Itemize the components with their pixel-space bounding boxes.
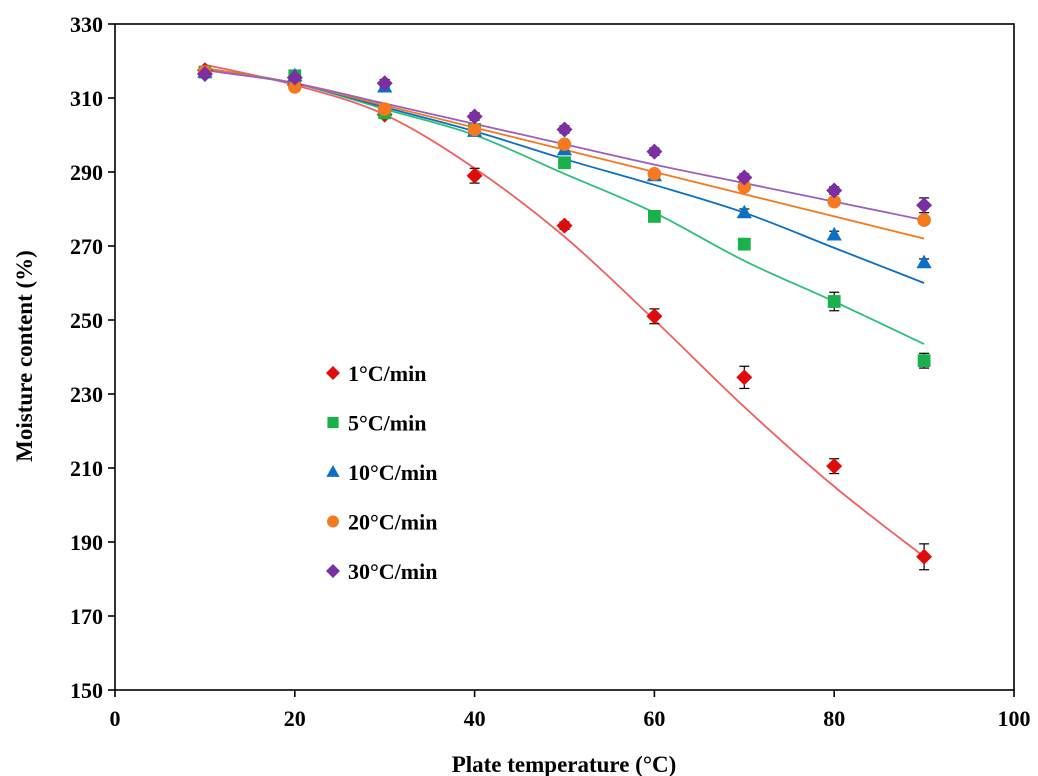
x-tick-label: 20 (284, 706, 306, 731)
data-points (196, 62, 933, 565)
series-5-point (466, 108, 483, 125)
series-5-point (376, 75, 393, 92)
series-1-point (736, 369, 753, 386)
y-tick-label: 270 (70, 234, 103, 259)
x-tick-label: 60 (643, 706, 665, 731)
series-1-point (556, 217, 573, 234)
series-5-point (916, 197, 933, 214)
series-2-fit-line (204, 67, 925, 345)
series-4-point (377, 102, 392, 116)
y-tick-label: 150 (70, 678, 103, 703)
y-tick-label: 210 (70, 456, 103, 481)
legend-label-2: 5°C/min (348, 411, 426, 436)
legend-marker-4 (327, 515, 339, 528)
legend-label-5: 30°C/min (348, 559, 437, 584)
y-tick-label: 330 (70, 12, 103, 37)
x-tick-label: 100 (998, 706, 1031, 731)
series-1-fit-line (204, 63, 925, 558)
legend-marker-5 (326, 564, 340, 578)
series-5-point (646, 143, 663, 160)
series-2-point (737, 237, 751, 251)
series-4-point (467, 122, 482, 137)
series-3-point (826, 226, 842, 241)
series-3-point (916, 254, 932, 269)
y-tick-label: 190 (70, 530, 103, 555)
x-tick-label: 80 (823, 706, 845, 731)
legend-label-4: 20°C/min (348, 510, 437, 535)
legend-marker-3 (326, 465, 340, 477)
series-5-point (826, 182, 843, 199)
y-tick-label: 250 (70, 308, 103, 333)
series-5-point (556, 121, 573, 138)
series-2-point (827, 295, 841, 308)
axes (108, 23, 1015, 697)
tick-labels: 0 20 40 60 80 100 150 170 190 210 230 250 270 290 310 3… (70, 12, 1031, 731)
series-1-point (646, 308, 663, 325)
series-1-point (826, 458, 843, 475)
legend-label-1: 1°C/min (348, 361, 426, 386)
series-4-point (737, 180, 752, 194)
series-5-point (736, 169, 753, 186)
y-tick-label: 170 (70, 604, 103, 629)
series-4-point (288, 80, 302, 94)
y-tick-label: 230 (70, 382, 103, 407)
series-5-point (286, 69, 303, 86)
series-2-point (648, 210, 661, 223)
x-axis-label: Plate temperature (°C) (452, 752, 677, 776)
y-axis-label: Moisture content (%) (12, 250, 37, 462)
y-tick-label: 290 (70, 160, 103, 185)
series-1-point (916, 548, 933, 565)
x-tick-label: 0 (110, 706, 121, 731)
legend-marker-1 (326, 366, 340, 380)
plot-area-frame (114, 23, 1015, 691)
series-4-point (647, 167, 662, 181)
series-4-point (917, 213, 931, 227)
legend: 1°C/min 5°C/min 10°C/min 20°C/min 30°C/min (326, 361, 437, 584)
y-tick-label: 310 (70, 86, 103, 111)
series-4-point (557, 137, 572, 152)
series-2-point (917, 354, 931, 368)
x-tick-label: 40 (464, 706, 486, 731)
legend-marker-2 (327, 416, 339, 429)
series-1-point (466, 167, 483, 184)
series-4-point (827, 194, 841, 209)
series-5-point (196, 65, 213, 82)
series-3-point (736, 204, 752, 219)
series-3-fit-line (204, 67, 925, 284)
series-2-point (558, 156, 571, 170)
legend-label-3: 10°C/min (348, 460, 437, 485)
